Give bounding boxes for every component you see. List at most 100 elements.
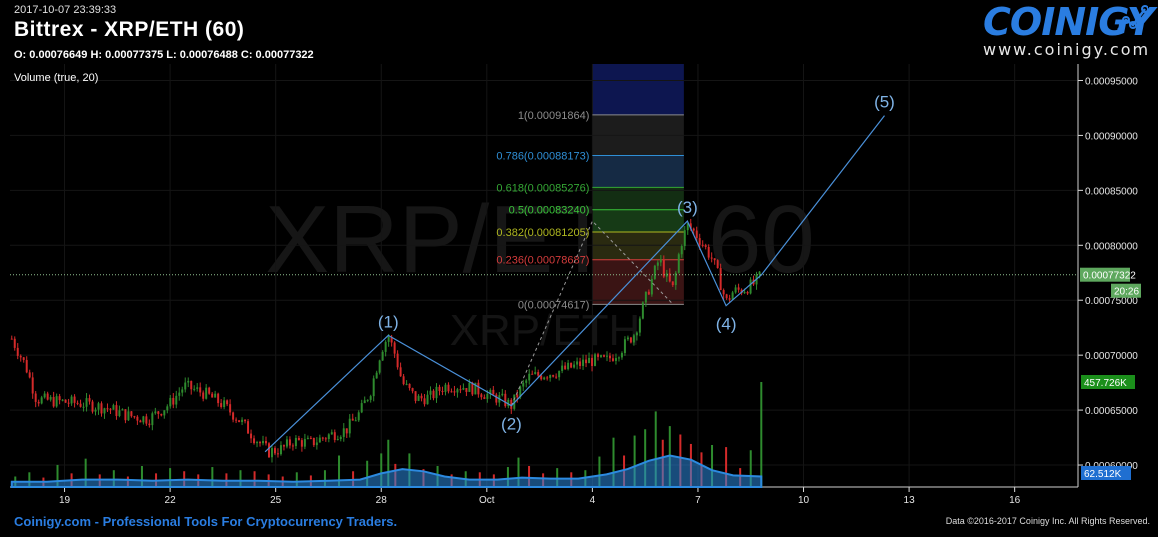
fib-band <box>592 209 684 233</box>
candle-body <box>229 404 232 413</box>
y-tick-label: 0.00075000 <box>1085 296 1138 307</box>
candle-body <box>306 437 309 439</box>
candle-body <box>558 370 561 378</box>
x-tick-label: Oct <box>479 495 495 506</box>
fib-band <box>592 155 684 188</box>
candle-body <box>465 388 468 392</box>
candle-body <box>103 408 106 414</box>
candle-body <box>713 258 716 261</box>
candle-body <box>387 336 390 342</box>
candle-body <box>456 389 459 393</box>
candle-body <box>336 438 339 440</box>
fib-level-label: 0.236(0.00078687) <box>496 255 589 267</box>
candle-body <box>232 412 235 420</box>
candle-body <box>25 359 28 373</box>
candle-body <box>321 437 324 439</box>
candle-body <box>49 396 52 400</box>
candle-body <box>166 406 169 411</box>
candle-body <box>626 337 629 340</box>
candle-body <box>432 390 435 399</box>
candle-body <box>360 403 363 413</box>
candle-body <box>127 411 130 421</box>
candle-body <box>483 397 486 399</box>
candle-body <box>420 395 423 399</box>
candle-body <box>238 420 241 422</box>
candle-body <box>175 395 178 405</box>
y-tick-label: 0.00070000 <box>1085 351 1138 362</box>
wave-label: (2) <box>501 415 522 434</box>
candle-body <box>576 361 579 365</box>
candle-body <box>148 423 151 426</box>
candle-body <box>208 387 211 394</box>
logo-chart-icon <box>1117 5 1148 31</box>
candle-body <box>169 397 172 407</box>
candle-body <box>737 287 740 290</box>
candle-body <box>70 396 73 404</box>
candle-body <box>273 448 276 454</box>
footer-tagline: Coinigy.com - Professional Tools For Cry… <box>14 514 398 529</box>
candle-body <box>330 432 333 435</box>
candle-body <box>582 359 585 366</box>
candle-body <box>73 396 76 403</box>
candle-body <box>594 354 597 366</box>
candle-body <box>680 246 683 255</box>
candle-body <box>519 386 522 398</box>
volume-bar <box>556 468 559 487</box>
y-tick-label: 0.00090000 <box>1085 131 1138 142</box>
candle-body <box>247 421 250 434</box>
candle-body <box>309 437 312 439</box>
candle-body <box>549 375 552 378</box>
candle-body <box>665 273 668 277</box>
candle-body <box>546 377 549 379</box>
timestamp: 2017-10-07 23:39:33 <box>14 4 117 16</box>
candle-body <box>267 443 270 458</box>
candle-body <box>591 357 594 366</box>
candle-body <box>145 416 148 424</box>
volume-bar <box>28 472 31 487</box>
candle-body <box>588 357 591 364</box>
candle-body <box>522 382 525 387</box>
candle-body <box>573 364 576 368</box>
candle-body <box>217 393 220 404</box>
candle-body <box>28 372 31 378</box>
x-tick-label: 10 <box>798 495 810 506</box>
candle-body <box>620 353 623 358</box>
candle-body <box>55 396 58 407</box>
candle-body <box>100 403 103 414</box>
candle-body <box>291 445 294 447</box>
candle-body <box>602 355 605 357</box>
candle-body <box>348 418 351 434</box>
candle-body <box>172 397 175 405</box>
candle-body <box>118 410 121 416</box>
candle-body <box>692 228 695 231</box>
volume-bar <box>366 460 369 487</box>
last-price-label: 0.00077322 <box>1083 271 1136 282</box>
candle-body <box>414 391 417 401</box>
candle-body <box>677 254 680 273</box>
candle-body <box>303 438 306 447</box>
wave-label: (3) <box>677 198 698 217</box>
candle-body <box>40 397 43 404</box>
candle-body <box>644 291 647 303</box>
candle-body <box>540 375 543 380</box>
candle-body <box>650 278 653 295</box>
candle-body <box>617 357 620 359</box>
candle-body <box>196 387 199 389</box>
candle-body <box>459 389 462 391</box>
candle-body <box>647 291 650 295</box>
candle-body <box>614 358 617 361</box>
candle-body <box>241 419 244 422</box>
candle-body <box>552 375 555 377</box>
candle-body <box>115 405 118 416</box>
candle-body <box>659 259 662 263</box>
candle-body <box>534 372 537 375</box>
candle-body <box>381 351 384 361</box>
candle-body <box>372 378 375 397</box>
candle-body <box>250 433 253 439</box>
candle-body <box>345 428 348 434</box>
x-tick-label: 13 <box>904 495 916 506</box>
candle-body <box>653 265 656 279</box>
candle-body <box>279 445 282 455</box>
watermark-small: XRP/ETH <box>450 306 641 355</box>
